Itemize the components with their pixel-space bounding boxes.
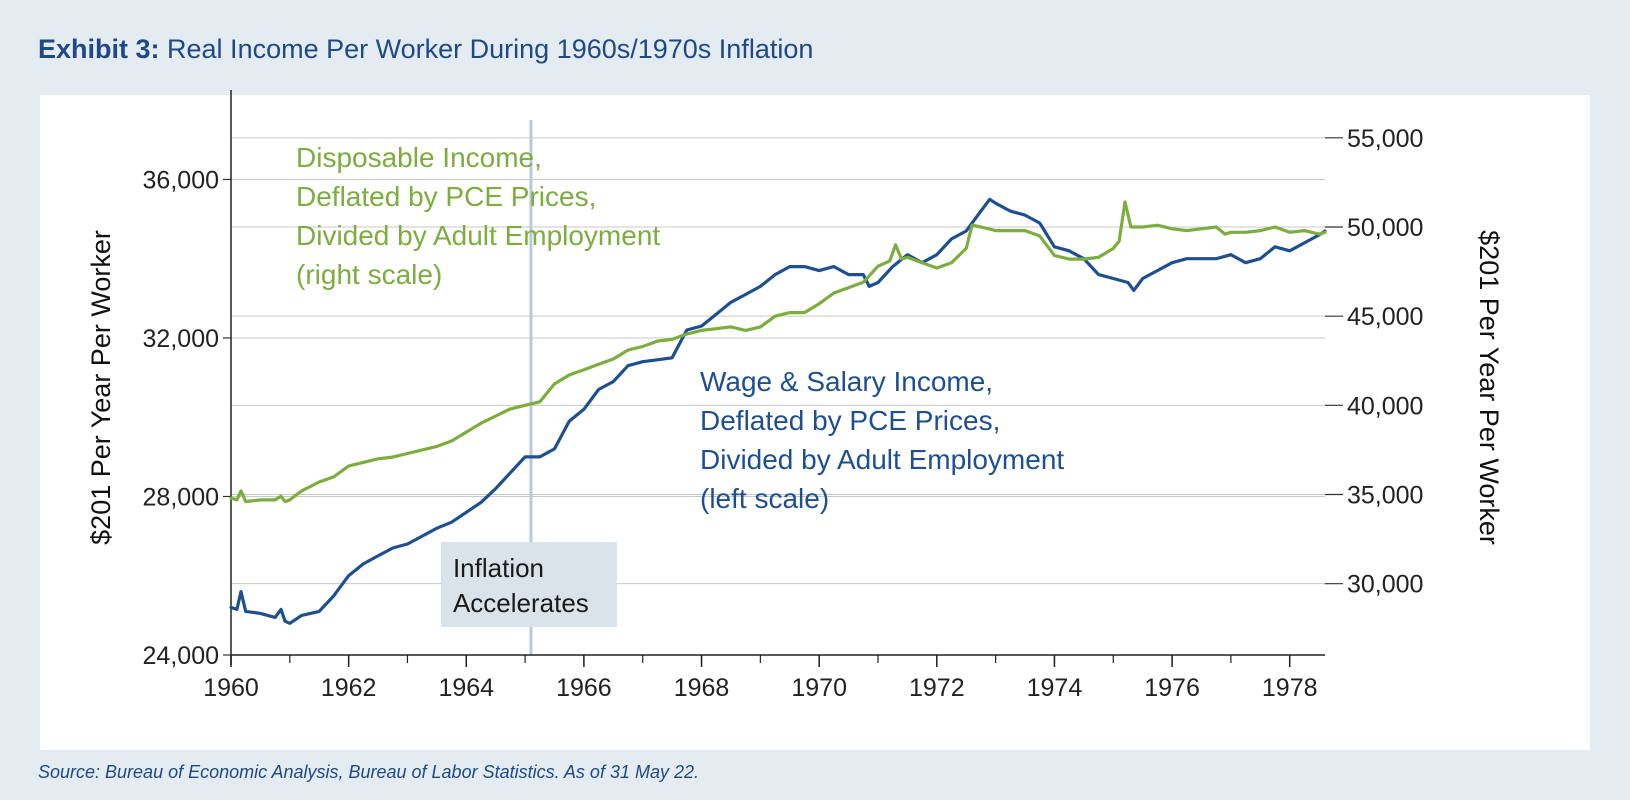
disposable-income-line [229,200,1327,504]
series-labels: Wage & Salary Income, Deflated by PCE Pri… [296,142,1064,514]
left-tick-label: 28,000 [143,483,219,511]
right-tick-label: 45,000 [1347,303,1423,331]
left-tick-label: 24,000 [143,642,219,670]
x-tick-label: 1962 [321,674,377,702]
wage-series-label-line: Wage & Salary Income, [700,366,993,397]
wage-series-label-line: Divided by Adult Employment [700,444,1064,475]
source-note: Source: Bureau of Economic Analysis, Bur… [38,762,699,782]
disposable-series-label-line: Divided by Adult Employment [296,220,660,251]
left-axis-title: $201 Per Year Per Worker [86,230,116,545]
exhibit-title: Exhibit 3: Real Income Per Worker During… [38,34,813,65]
x-tick-label: 1966 [556,674,612,702]
x-tick-label: 1968 [674,674,730,702]
inflation-annotation-box [440,542,617,627]
x-tick-label: 1972 [909,674,965,702]
right-tick-label: 35,000 [1347,482,1423,510]
axes: 30,000 35,000 40,000 45,000 50,000 55,000 24,0… [86,90,1504,702]
exhibit-title-text: Real Income Per Worker During 1960s/1970… [167,34,814,64]
exhibit-label: Exhibit 3: [38,34,160,64]
x-tick-label: 1970 [791,674,847,702]
series-lines [229,197,1327,625]
left-tick-label: 36,000 [143,166,219,194]
x-tick-label: 1976 [1144,674,1200,702]
disposable-series-label-line: Deflated by PCE Prices, [296,181,596,212]
right-tick-label: 55,000 [1347,125,1423,153]
x-tick-label: 1964 [438,674,494,702]
inflation-annotation-line: Inflation [453,553,544,583]
wage-income-line [229,197,1327,625]
disposable-series-label-line: Disposable Income, [296,142,542,173]
inflation-annotation-line: Accelerates [453,588,589,618]
x-tick-label: 1960 [203,674,259,702]
left-tick-label: 32,000 [143,325,219,353]
x-tick-label: 1978 [1262,674,1318,702]
chart-panel [40,95,1590,750]
wage-series-label-line: Deflated by PCE Prices, [700,405,1000,436]
right-axis-title: $201 Per Year Per Worker [1474,230,1504,545]
right-tick-label: 40,000 [1347,392,1423,420]
x-tick-label: 1974 [1027,674,1083,702]
right-tick-label: 30,000 [1347,571,1423,599]
event-marker: Inflation Accelerates [440,120,617,655]
wage-series-label-line: (left scale) [700,483,829,514]
right-tick-label: 50,000 [1347,214,1423,242]
disposable-series-label-line: (right scale) [296,259,442,290]
